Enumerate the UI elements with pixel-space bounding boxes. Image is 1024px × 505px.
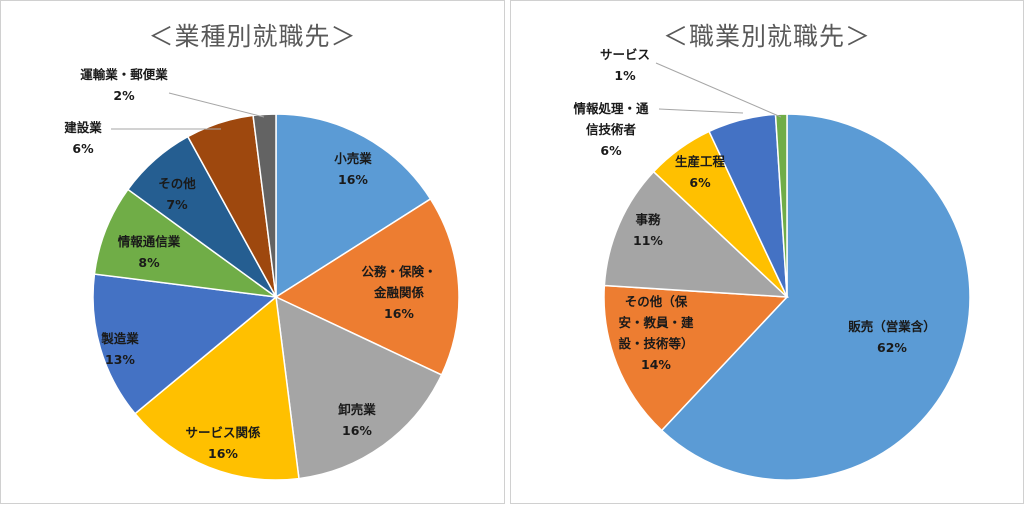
industry-chart-panel: ＜業種別就職先＞ 小売業 16% 公務・保険・金融関係 16% 卸売業 16% サービス関係… [0,0,505,504]
pie-slice [603,284,789,432]
slice-label: 事務 11% [633,212,663,248]
slice-percent: 16% [338,172,368,187]
slice-percent: 16% [384,306,414,321]
slice-category: 公務・保険・ [361,264,436,279]
slice-category: サービス関係 [185,425,261,440]
pie-slice [603,170,790,298]
pie-slice [133,295,300,481]
slice-label: その他（保安・教員・建設・技術等） 14% [618,294,694,372]
slice-category: サービス [600,47,650,62]
pie-slice [275,113,432,299]
slice-label: 建設業 6% [64,120,102,156]
slice-percent: 16% [342,423,372,438]
leader-line [168,92,265,118]
pie-slice [275,295,443,480]
slice-category: 生産工程 [675,154,726,169]
slice-category: 金融関係 [373,285,425,300]
slice-percent: 6% [689,175,711,190]
slice-label: 生産工程 6% [675,154,726,190]
slice-percent: 7% [166,197,188,212]
slice-category: 卸売業 [338,402,376,417]
pie-slice [252,113,277,298]
slice-label: 製造業 13% [100,331,139,367]
pie-slice [274,197,460,376]
slice-percent: 6% [72,141,94,156]
slice-percent: 8% [138,255,160,270]
slice-category: 運輸業・郵便業 [80,67,168,82]
slice-percent: 2% [113,88,135,103]
chart-title: ＜業種別就職先＞ [148,22,357,51]
slice-percent: 14% [641,357,671,372]
slice-label: 情報通信業 8% [118,234,181,270]
slice-category: 安・教員・建 [618,315,694,330]
slice-category: 建設業 [64,120,102,135]
slice-label: 運輸業・郵便業 2% [80,67,168,103]
pie-slice [93,188,277,298]
industry-pie-chart: 小売業 16% 公務・保険・金融関係 16% 卸売業 16% サービス関係 16% 製造業 13%… [64,67,460,481]
slice-label: 情報処理・通信技術者 6% [573,101,649,158]
slice-category: 情報通信業 [118,234,181,249]
pie-slice [660,113,971,481]
pie-slice [92,273,278,415]
slice-percent: 6% [600,143,622,158]
slice-percent: 1% [614,68,636,83]
slice-category: 情報処理・通 [573,101,649,116]
slice-percent: 13% [105,352,135,367]
slice-label: 販売（営業含） 62% [848,319,936,355]
slice-percent: 11% [633,233,663,248]
leader-line [655,62,782,118]
slice-percent: 62% [877,340,907,355]
slice-category: 小売業 [333,151,372,166]
slice-category: その他（保 [625,294,688,309]
chart-title: ＜職業別就職先＞ [662,22,871,51]
slice-label: 卸売業 16% [338,402,376,438]
slice-category: 事務 [635,212,661,227]
slice-percent: 16% [208,446,238,461]
slice-category: その他 [158,176,196,191]
leader-line [658,108,744,114]
slice-label: 小売業 16% [333,151,372,187]
slice-label: 公務・保険・金融関係 16% [361,264,436,321]
occupation-chart-panel: ＜職業別就職先＞ 販売（営業含） 62% その他（保安・教員・建設・技術等） 14% 事… [510,0,1024,504]
slice-category: 設・技術等） [618,336,693,351]
slice-category: 製造業 [100,331,139,346]
slice-label: サービス関係 16% [185,425,261,461]
slice-label: サービス 1% [600,47,650,83]
slice-category: 販売（営業含） [848,319,936,334]
slice-category: 信技術者 [586,122,637,137]
occupation-pie-chart: 販売（営業含） 62% その他（保安・教員・建設・技術等） 14% 事務 11% 生産工程 6… [573,47,971,481]
slice-label: その他 7% [158,176,196,212]
